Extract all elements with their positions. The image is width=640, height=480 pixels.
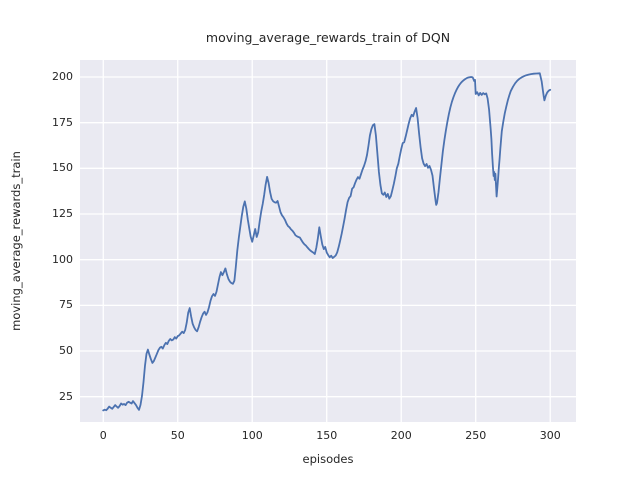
y-tick-label: 75 [59,298,73,312]
x-axis-label: episodes [302,452,354,466]
x-tick-label: 50 [170,429,185,442]
y-tick-label: 175 [52,115,73,129]
y-tick-label: 100 [52,252,73,266]
y-tick-label: 200 [52,69,73,83]
y-tick-label: 150 [52,161,73,175]
chart-title: moving_average_rewards_train of DQN [205,30,451,45]
y-tick-label: 25 [59,389,73,403]
x-tick-label: 100 [241,429,263,442]
x-tick-label: 250 [465,429,487,442]
y-tick-label: 50 [59,344,73,358]
x-tick-label: 150 [316,429,338,442]
plot-area [80,60,576,422]
x-tick-label: 0 [99,429,107,442]
x-tick-label: 200 [390,429,412,442]
y-tick-label: 125 [52,207,73,220]
reward-line-series [102,72,552,412]
y-axis-label: moving_average_rewards_train [9,151,23,331]
x-tick-label: 300 [539,429,561,442]
line-chart [80,60,576,422]
